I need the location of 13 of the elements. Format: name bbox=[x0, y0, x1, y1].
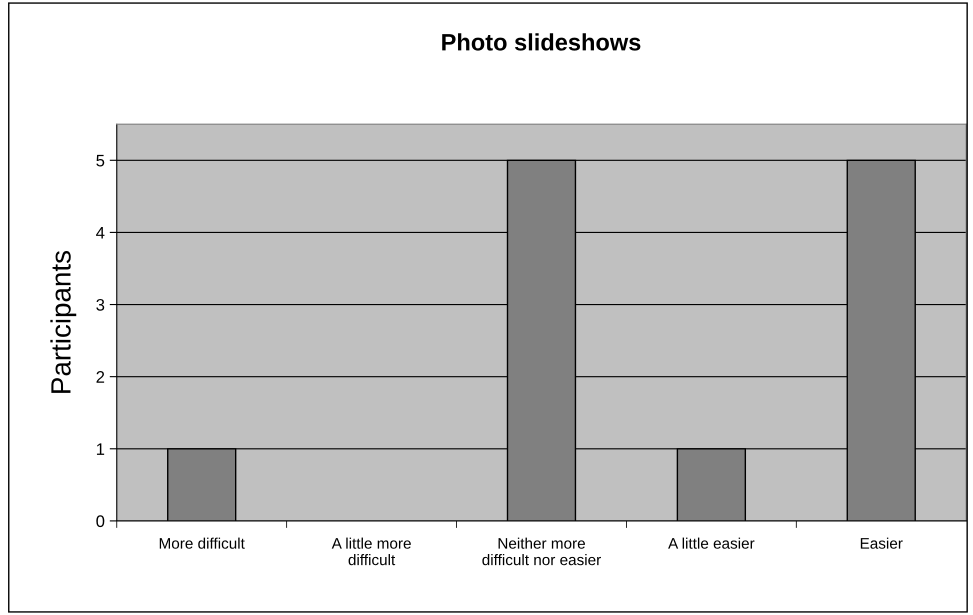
x-tick-label: A little more difficult bbox=[332, 538, 411, 566]
x-tick-label: Easier bbox=[860, 538, 903, 549]
y-tick-label: 3 bbox=[96, 298, 104, 311]
chart-title: Photo slideshows bbox=[442, 33, 640, 51]
x-tick-label: Neither more difficult nor easier bbox=[482, 538, 601, 566]
y-tick-label: 5 bbox=[96, 154, 104, 166]
x-tick-label: More difficult bbox=[160, 538, 245, 549]
y-tick-label: 2 bbox=[96, 371, 104, 383]
x-tick-label: A little easier bbox=[668, 538, 754, 549]
y-axis-title: Participants bbox=[50, 251, 76, 393]
y-tick-label: 4 bbox=[96, 226, 104, 238]
y-tick-label: 1 bbox=[96, 443, 104, 455]
y-tick-label: 0 bbox=[96, 515, 104, 528]
